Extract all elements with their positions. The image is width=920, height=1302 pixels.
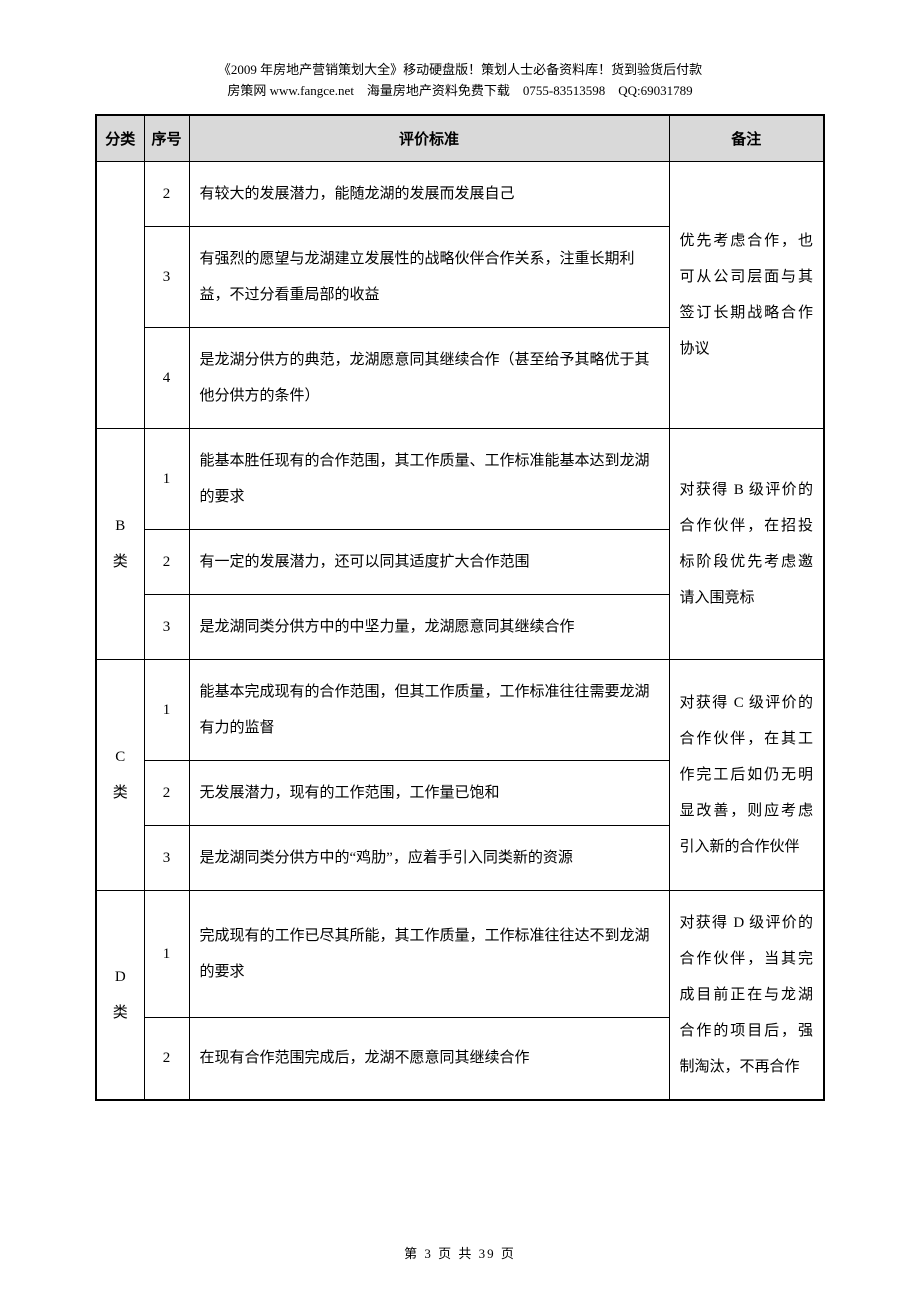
num-cell: 3 xyxy=(144,825,189,890)
header-line-2: 房策网 www.fangce.net 海量房地产资料免费下载 0755-8351… xyxy=(95,81,825,102)
standard-cell: 有较大的发展潜力，能随龙湖的发展而发展自己 xyxy=(189,161,669,226)
evaluation-table: 分类 序号 评价标准 备注 2有较大的发展潜力，能随龙湖的发展而发展自己优先考虑… xyxy=(95,114,825,1101)
header-remark: 备注 xyxy=(669,115,824,162)
table-row: 2有较大的发展潜力，能随龙湖的发展而发展自己优先考虑合作，也可从公司层面与其签订… xyxy=(96,161,824,226)
standard-cell: 在现有合作范围完成后，龙湖不愿意同其继续合作 xyxy=(189,1017,669,1099)
standard-cell: 完成现有的工作已尽其所能，其工作质量，工作标准往往达不到龙湖的要求 xyxy=(189,890,669,1017)
category-cell: D 类 xyxy=(96,890,144,1100)
header-line-1: 《2009 年房地产营销策划大全》移动硬盘版！策划人士必备资料库！货到验货后付款 xyxy=(95,60,825,81)
standard-cell: 能基本完成现有的合作范围，但其工作质量，工作标准往往需要龙湖有力的监督 xyxy=(189,659,669,760)
category-cell: B 类 xyxy=(96,428,144,659)
standard-cell: 有一定的发展潜力，还可以同其适度扩大合作范围 xyxy=(189,529,669,594)
standard-cell: 有强烈的愿望与龙湖建立发展性的战略伙伴合作关系，注重长期利益，不过分看重局部的收… xyxy=(189,226,669,327)
num-cell: 3 xyxy=(144,226,189,327)
page-footer: 第 3 页 共 39 页 xyxy=(0,1243,920,1262)
num-cell: 2 xyxy=(144,161,189,226)
num-cell: 4 xyxy=(144,327,189,428)
category-cell: C 类 xyxy=(96,659,144,890)
category-cell xyxy=(96,161,144,428)
table-row: C 类1能基本完成现有的合作范围，但其工作质量，工作标准往往需要龙湖有力的监督对… xyxy=(96,659,824,760)
num-cell: 1 xyxy=(144,659,189,760)
num-cell: 3 xyxy=(144,594,189,659)
header-standard: 评价标准 xyxy=(189,115,669,162)
standard-cell: 无发展潜力，现有的工作范围，工作量已饱和 xyxy=(189,760,669,825)
num-cell: 1 xyxy=(144,890,189,1017)
page-header: 《2009 年房地产营销策划大全》移动硬盘版！策划人士必备资料库！货到验货后付款… xyxy=(95,60,825,102)
num-cell: 2 xyxy=(144,1017,189,1099)
table-row: B 类1能基本胜任现有的合作范围，其工作质量、工作标准能基本达到龙湖的要求对获得… xyxy=(96,428,824,529)
remark-cell: 优先考虑合作，也可从公司层面与其签订长期战略合作协议 xyxy=(669,161,824,428)
table-header-row: 分类 序号 评价标准 备注 xyxy=(96,115,824,162)
remark-cell: 对获得 B 级评价的合作伙伴，在招投标阶段优先考虑邀请入围竞标 xyxy=(669,428,824,659)
header-num: 序号 xyxy=(144,115,189,162)
standard-cell: 是龙湖分供方的典范，龙湖愿意同其继续合作（甚至给予其略优于其他分供方的条件） xyxy=(189,327,669,428)
standard-cell: 能基本胜任现有的合作范围，其工作质量、工作标准能基本达到龙湖的要求 xyxy=(189,428,669,529)
standard-cell: 是龙湖同类分供方中的中坚力量，龙湖愿意同其继续合作 xyxy=(189,594,669,659)
remark-cell: 对获得 D 级评价的合作伙伴，当其完成目前正在与龙湖合作的项目后，强制淘汰，不再… xyxy=(669,890,824,1100)
num-cell: 1 xyxy=(144,428,189,529)
num-cell: 2 xyxy=(144,760,189,825)
remark-cell: 对获得 C 级评价的合作伙伴，在其工作完工后如仍无明显改善，则应考虑引入新的合作… xyxy=(669,659,824,890)
table-row: D 类1完成现有的工作已尽其所能，其工作质量，工作标准往往达不到龙湖的要求对获得… xyxy=(96,890,824,1017)
num-cell: 2 xyxy=(144,529,189,594)
standard-cell: 是龙湖同类分供方中的“鸡肋”，应着手引入同类新的资源 xyxy=(189,825,669,890)
header-category: 分类 xyxy=(96,115,144,162)
